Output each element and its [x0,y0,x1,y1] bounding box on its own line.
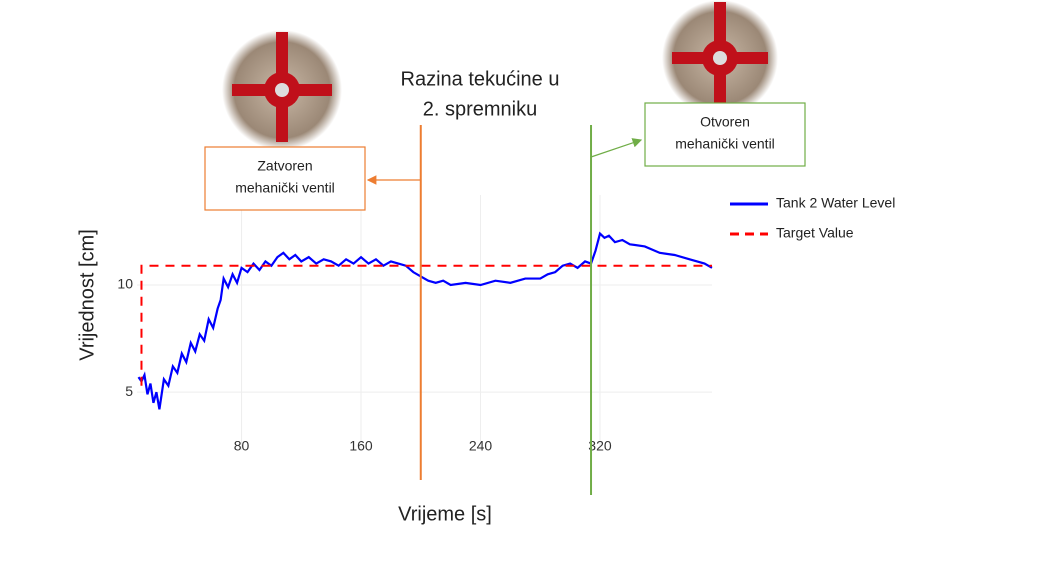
valve-photo-closed [222,30,342,150]
y-axis-label: Vrijednost [cm] [76,229,98,361]
y-tick-label: 10 [117,276,133,292]
x-tick-label: 320 [588,438,612,454]
annotation-box [644,102,806,167]
y-tick-label: 5 [125,383,133,399]
legend-label: Tank 2 Water Level [776,195,895,211]
valve-photo-open [662,0,778,116]
title-line: 2. spremniku [423,98,538,120]
legend-label: Target Value [776,225,854,241]
x-tick-label: 80 [234,438,250,454]
annotation-box [204,146,366,211]
annotation-text: mehanički ventil [675,136,775,152]
title-line: Razina tekućine u [401,68,560,90]
annotation-arrow [590,138,643,158]
x-tick-label: 160 [349,438,373,454]
annotation-text: Zatvoren [257,158,312,174]
annotation-text: Otvoren [700,114,750,130]
x-tick-label: 240 [469,438,493,454]
x-axis-label: Vrijeme [s] [398,503,492,525]
data-line [140,264,712,386]
data-line [137,231,713,410]
annotation-text: mehanički ventil [235,180,335,196]
